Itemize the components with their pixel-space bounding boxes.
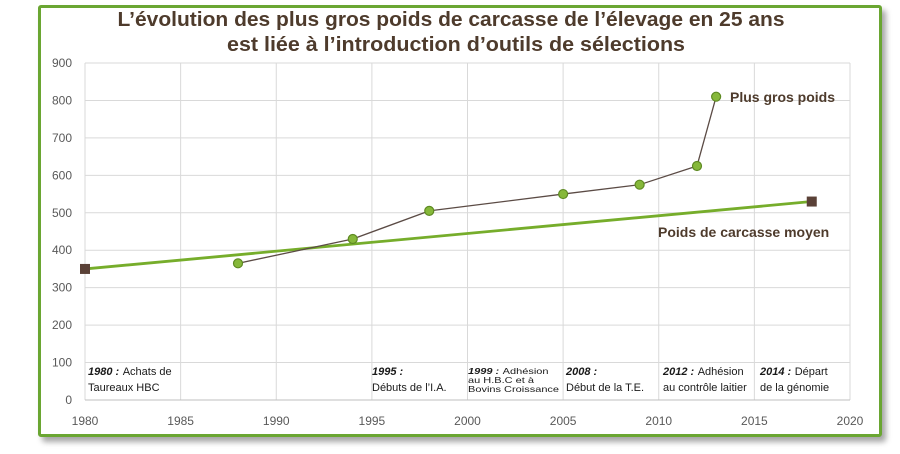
annotation-line: Débuts de l’I.A. <box>372 382 447 394</box>
x-tick-label: 2005 <box>550 414 577 428</box>
annotation-text: Adhésion <box>503 367 549 377</box>
annotations: 1980 : Achats de Taureaux HBC 1995 : Débuts … <box>88 366 829 395</box>
annotation-line: Bovins Croissance <box>468 385 560 395</box>
annotation-date: 1980 : <box>88 366 120 378</box>
annotation-2008: 2008 : Début de la T.E. <box>565 366 644 394</box>
annotation-1980: 1980 : Achats de Taureaux HBC <box>88 366 172 394</box>
annotation-line: Taureaux HBC <box>88 382 160 394</box>
annotation-date: 2008 : <box>565 366 598 378</box>
poids-de-carcasse-moyen-point-2018 <box>806 196 817 207</box>
annotation-date: 1999 : <box>468 367 499 377</box>
y-axis-tick-labels: 0 100 200 300 400 500 600 700 800 900 <box>52 56 72 407</box>
y-tick-label: 0 <box>65 393 72 407</box>
annotation-first-line: 1980 : Achats de <box>88 366 172 378</box>
plus-gros-poids-point-1998 <box>424 205 435 217</box>
annotation-1995: 1995 : Débuts de l’I.A. <box>372 366 447 394</box>
plus-gros-poids-label: Plus gros poids <box>730 89 835 105</box>
x-tick-label: 2000 <box>454 414 481 428</box>
annotation-first-line: 1999 : Adhésion <box>468 367 549 377</box>
annotation-date: 1995 : <box>372 366 404 378</box>
annotation-line: au H.B.C et à <box>468 376 535 386</box>
annotation-line: Début de la T.E. <box>566 382 644 394</box>
poids-de-carcasse-moyen-line <box>84 200 812 271</box>
chart-title: L’évolution des plus gros poids de carca… <box>118 9 785 56</box>
poids-de-carcasse-moyen-label: Poids de carcasse moyen <box>658 224 829 240</box>
x-tick-label: 2020 <box>837 414 864 428</box>
series <box>80 91 817 274</box>
annotation-text: Départ <box>795 366 828 378</box>
chart-frame <box>38 5 882 437</box>
plus-gros-poids-line <box>237 96 717 264</box>
y-tick-label: 200 <box>52 318 72 332</box>
annotation-line: de la génomie <box>760 382 829 394</box>
x-tick-label: 2015 <box>741 414 768 428</box>
x-tick-label: 1980 <box>72 414 99 428</box>
plus-gros-poids-point-1988 <box>232 258 244 269</box>
plus-gros-poids-series <box>232 91 722 269</box>
poids-de-carcasse-moyen-series <box>80 196 817 274</box>
y-tick-label: 100 <box>52 356 72 370</box>
poids-de-carcasse-moyen-point-1980 <box>80 263 90 274</box>
y-tick-label: 300 <box>52 281 72 295</box>
y-tick-label: 900 <box>52 56 72 70</box>
y-tick-label: 700 <box>52 131 72 145</box>
plus-gros-poids-point-2013 <box>711 91 722 102</box>
plus-gros-poids-point-2005 <box>558 188 569 200</box>
plus-gros-poids-point-2012 <box>691 160 703 172</box>
annotation-text: Achats de <box>123 366 172 378</box>
plus-gros-poids-point-1994 <box>347 233 358 245</box>
annotation-date: 2012 : <box>662 366 695 378</box>
x-tick-label: 1985 <box>167 414 194 428</box>
annotation-first-line: 2012 : Adhésion <box>662 366 744 378</box>
y-tick-label: 800 <box>52 93 72 107</box>
x-tick-label: 1995 <box>359 414 386 428</box>
x-tick-label: 2010 <box>645 414 672 428</box>
gridlines <box>84 62 851 401</box>
annotation-first-line: 1995 : <box>372 366 404 378</box>
annotation-text: Adhésion <box>698 366 744 378</box>
annotation-date: 2014 : <box>759 366 792 378</box>
y-tick-label: 600 <box>52 168 72 182</box>
annotation-line: au contrôle laitier <box>663 382 747 394</box>
chart-title-line-2: est liée à l’introduction d’outils de sé… <box>227 34 685 56</box>
annotation-2012: 2012 : Adhésion au contrôle laitier <box>662 366 747 394</box>
y-tick-label: 500 <box>52 206 72 220</box>
plus-gros-poids-point-2009 <box>634 179 645 190</box>
x-tick-label: 1990 <box>263 414 290 428</box>
annotation-first-line: 2014 : Départ <box>759 366 828 378</box>
chart-title-line-1: L’évolution des plus gros poids de carca… <box>118 9 785 31</box>
x-axis-tick-labels: 1980 1985 1990 1995 2000 2005 2010 2015 2020 <box>72 414 864 428</box>
series-labels: Plus gros poids Poids de carcasse moyen <box>658 89 835 240</box>
annotation-2014: 2014 : Départ de la génomie <box>759 366 829 394</box>
annotation-first-line: 2008 : <box>565 366 598 378</box>
y-tick-label: 400 <box>52 243 72 257</box>
